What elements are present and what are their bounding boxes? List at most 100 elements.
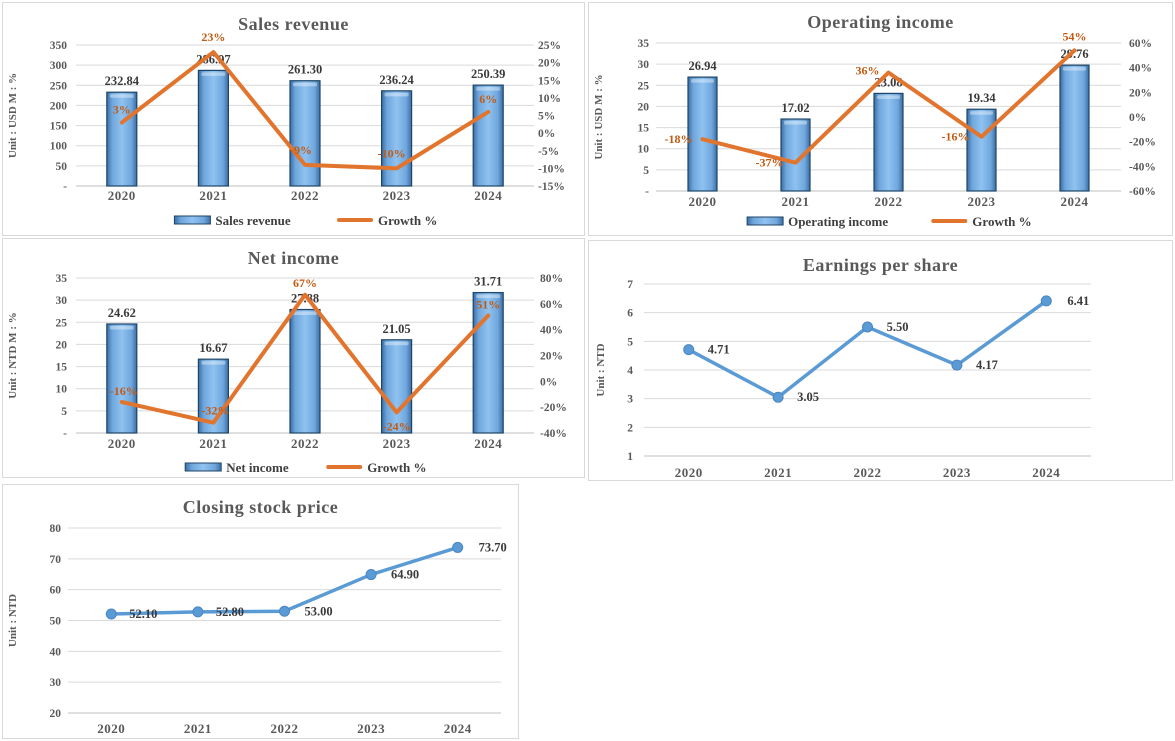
svg-text:15: 15 <box>56 362 68 374</box>
svg-text:40%: 40% <box>1129 63 1152 75</box>
svg-text:50: 50 <box>50 616 62 628</box>
svg-text:40%: 40% <box>540 325 563 337</box>
svg-text:-60%: -60% <box>1129 186 1156 198</box>
svg-text:16.67: 16.67 <box>199 341 227 355</box>
operating-income-chart: 3530252015105-60%40%20%0%-20%-40%-60%202… <box>593 12 1156 229</box>
svg-text:300: 300 <box>50 60 68 72</box>
svg-text:Unit : NTD M : %: Unit : NTD M : % <box>7 312 19 398</box>
chart-panel-earnings-per-share: 7 6 5 4 3 2 1 2020 2021 2022 2023 2024 4.71 3.05 5.50 4… <box>588 240 1173 481</box>
svg-text:40: 40 <box>50 646 62 658</box>
svg-text:2022: 2022 <box>291 188 319 203</box>
svg-text:-40%: -40% <box>540 428 567 440</box>
svg-text:-15%: -15% <box>538 181 565 193</box>
svg-text:2023: 2023 <box>383 188 411 203</box>
svg-text:52.10: 52.10 <box>129 607 157 621</box>
svg-text:2020: 2020 <box>97 721 125 736</box>
svg-text:31.71: 31.71 <box>474 275 502 289</box>
svg-text:1: 1 <box>627 451 633 463</box>
svg-text:30: 30 <box>56 295 68 307</box>
svg-text:250: 250 <box>50 80 68 92</box>
svg-text:2021: 2021 <box>199 188 227 203</box>
svg-text:25: 25 <box>56 317 68 329</box>
svg-text:2023: 2023 <box>383 436 411 451</box>
svg-text:Closing stock price: Closing stock price <box>183 497 339 517</box>
svg-text:2024: 2024 <box>474 188 502 203</box>
svg-text:-16%: -16% <box>110 384 138 398</box>
svg-text:232.84: 232.84 <box>105 74 140 88</box>
svg-text:-37%: -37% <box>756 156 784 170</box>
svg-text:-18%: -18% <box>665 132 693 146</box>
svg-text:2021: 2021 <box>782 194 810 209</box>
svg-text:2024: 2024 <box>444 721 472 736</box>
svg-text:5%: 5% <box>538 111 555 123</box>
svg-text:30: 30 <box>50 677 62 689</box>
svg-text:-40%: -40% <box>1129 161 1156 173</box>
svg-text:2022: 2022 <box>291 436 319 451</box>
svg-text:20%: 20% <box>1129 87 1152 99</box>
svg-text:5: 5 <box>61 406 67 418</box>
svg-text:2021: 2021 <box>764 465 792 480</box>
svg-text:Unit : USD M : %: Unit : USD M : % <box>7 73 19 158</box>
svg-text:5.50: 5.50 <box>887 320 909 334</box>
svg-text:250.39: 250.39 <box>471 67 505 81</box>
svg-text:51%: 51% <box>476 297 500 311</box>
svg-text:50: 50 <box>56 161 68 173</box>
chart-panel-net-income: 35 30 25 20 15 10 5 - 80% 60% 40% 20% 0% -20% -40% 2020… <box>2 238 585 478</box>
svg-text:Net income: Net income <box>226 460 289 475</box>
svg-text:Growth %: Growth % <box>972 214 1031 229</box>
svg-text:-10%: -10% <box>538 163 565 175</box>
sales-revenue-chart: 350 300 250 200 150 100 50 - 25% 20% 15% 10% 5% 0% -5%… <box>7 14 565 228</box>
svg-text:150: 150 <box>50 121 68 133</box>
svg-text:80: 80 <box>50 523 62 535</box>
svg-text:Net income: Net income <box>248 248 339 268</box>
svg-text:60%: 60% <box>1129 38 1152 50</box>
svg-text:26.94: 26.94 <box>688 59 717 73</box>
svg-text:20: 20 <box>56 339 68 351</box>
svg-text:Growth %: Growth % <box>378 213 437 228</box>
svg-text:5: 5 <box>643 165 649 177</box>
svg-text:Earnings per share: Earnings per share <box>803 255 958 275</box>
net-income-chart: 35 30 25 20 15 10 5 - 80% 60% 40% 20% 0% -20% -40% 2020… <box>7 248 567 475</box>
svg-text:52.80: 52.80 <box>216 605 244 619</box>
svg-text:6: 6 <box>627 308 633 320</box>
svg-text:-20%: -20% <box>540 402 567 414</box>
svg-text:-9%: -9% <box>290 143 312 157</box>
svg-text:Growth %: Growth % <box>367 460 426 475</box>
svg-text:23%: 23% <box>201 30 225 44</box>
svg-text:6.41: 6.41 <box>1067 294 1089 308</box>
svg-text:Operating income: Operating income <box>807 12 953 32</box>
earnings-per-share-chart: 7 6 5 4 3 2 1 2020 2021 2022 2023 2024 4.71 3.05 5.50 4… <box>595 255 1091 480</box>
svg-text:20%: 20% <box>538 58 561 70</box>
svg-text:6%: 6% <box>479 92 497 106</box>
svg-text:-: - <box>63 428 67 440</box>
svg-text:2023: 2023 <box>357 721 385 736</box>
chart-panel-sales-revenue: 350 300 250 200 150 100 50 - 25% 20% 15% 10% 5% 0% -5%… <box>2 2 585 236</box>
svg-text:36%: 36% <box>856 64 880 78</box>
svg-text:2020: 2020 <box>108 188 136 203</box>
svg-text:4.17: 4.17 <box>976 358 998 372</box>
svg-text:-32%: -32% <box>201 404 229 418</box>
chart-panel-closing-stock-price: 80 70 60 50 40 30 20 2020 2021 2022 2023 2024 52.10 5… <box>2 484 519 739</box>
svg-text:20: 20 <box>50 708 62 720</box>
svg-text:Unit : USD M : %: Unit : USD M : % <box>593 74 605 159</box>
svg-text:2022: 2022 <box>854 465 882 480</box>
svg-text:-: - <box>63 181 67 193</box>
svg-text:2021: 2021 <box>184 721 212 736</box>
svg-text:2022: 2022 <box>875 194 903 209</box>
svg-text:20%: 20% <box>540 351 563 363</box>
svg-text:2023: 2023 <box>968 194 996 209</box>
svg-text:2022: 2022 <box>271 721 299 736</box>
svg-text:-20%: -20% <box>1129 137 1156 149</box>
svg-text:10%: 10% <box>538 93 561 105</box>
svg-text:4: 4 <box>627 365 633 377</box>
svg-text:15: 15 <box>638 123 650 135</box>
svg-text:19.34: 19.34 <box>967 91 996 105</box>
svg-text:0%: 0% <box>538 128 555 140</box>
svg-text:70: 70 <box>50 554 62 566</box>
svg-text:73.70: 73.70 <box>479 540 507 554</box>
svg-text:2024: 2024 <box>474 436 502 451</box>
svg-text:5: 5 <box>627 336 633 348</box>
svg-text:10: 10 <box>56 384 68 396</box>
